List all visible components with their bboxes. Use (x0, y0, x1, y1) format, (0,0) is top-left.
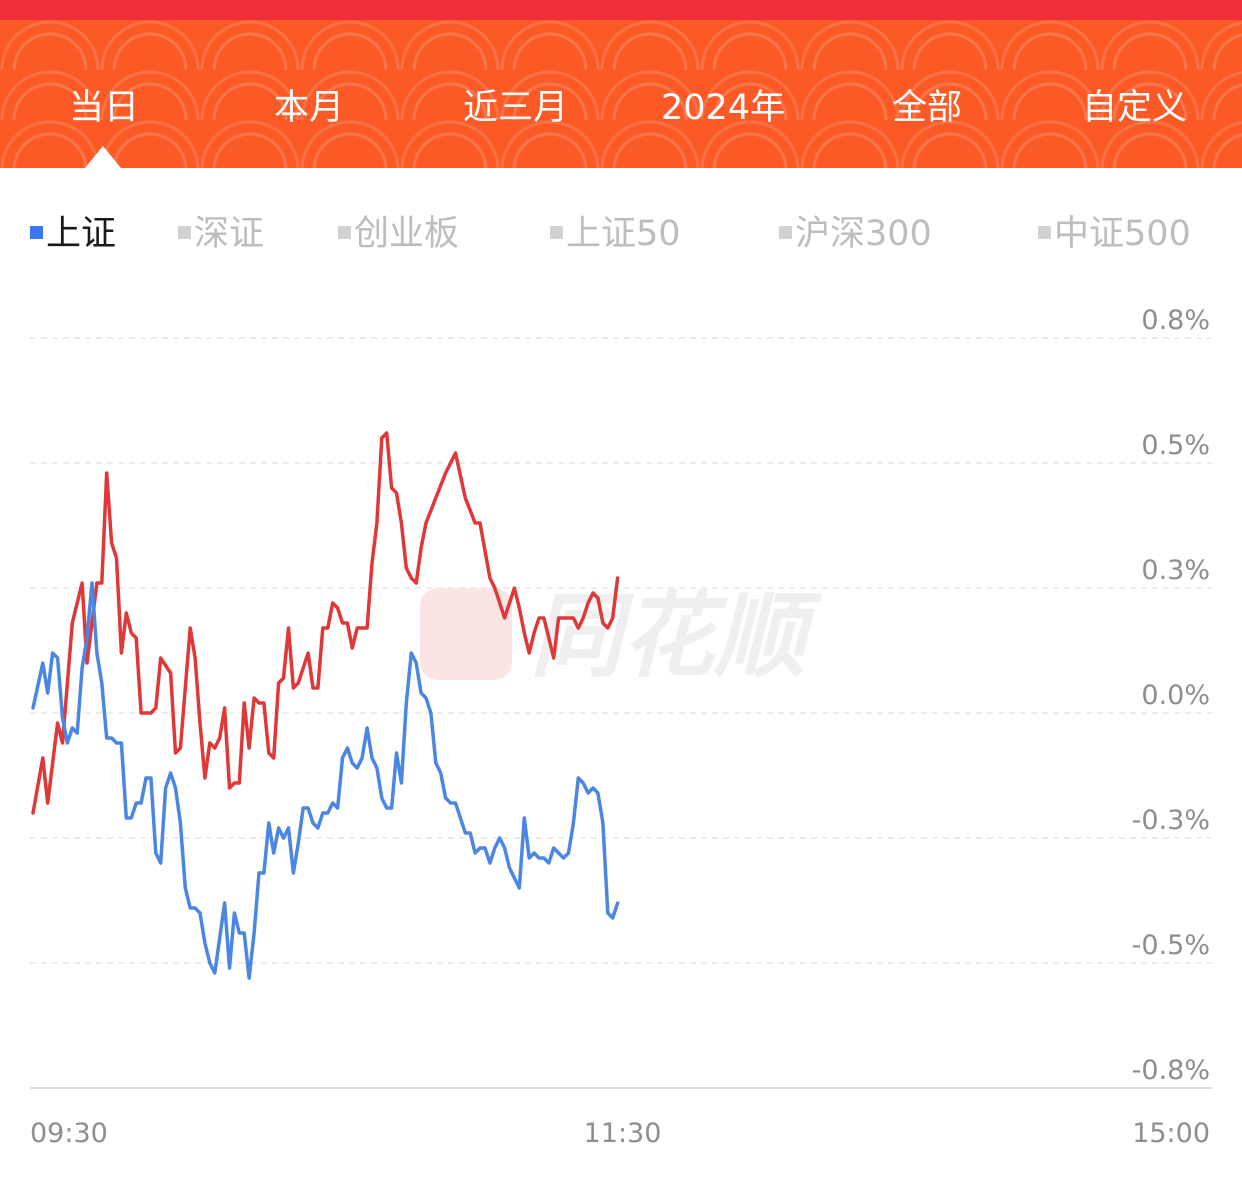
time-range-banner: 当日 本月 近三月 2024年 全部 自定义 (0, 0, 1242, 168)
index-csi300[interactable]: 沪深300 (779, 206, 932, 262)
tab-all[interactable]: 全部 (892, 88, 963, 128)
active-tab-pointer (85, 146, 121, 168)
tab-this-month[interactable]: 本月 (274, 88, 345, 128)
tab-three-months[interactable]: 近三月 (463, 88, 569, 128)
grid-lines (30, 337, 1212, 1089)
index-label: 深证 (194, 214, 265, 254)
intraday-line-chart: 同花顺 0.8% 0.5% 0.3% 0.0% -0.3% -0.5% -0.8% 09:3… (30, 305, 1212, 1149)
x-tick-label: 15:00 (1132, 1118, 1210, 1149)
index-swatch (30, 225, 43, 239)
time-range-tabs: 当日 本月 近三月 2024年 全部 自定义 (0, 80, 1242, 136)
index-label: 创业板 (354, 214, 460, 254)
index-label: 中证500 (1054, 214, 1191, 254)
x-tick-label: 11:30 (584, 1118, 662, 1149)
y-axis-labels: 0.8% 0.5% 0.3% 0.0% -0.3% -0.5% -0.8% (1132, 305, 1210, 1086)
index-sse50[interactable]: 上证50 (550, 206, 681, 262)
watermark-logo-icon (420, 588, 512, 680)
index-csi500[interactable]: 中证500 (1038, 206, 1191, 262)
index-selector: 上证 深证 创业板 上证50 沪深300 中证500 (0, 206, 1242, 262)
watermark-text: 同花顺 (530, 583, 823, 690)
banner-top-strip (0, 0, 1242, 20)
index-shanghai[interactable]: 上证 (30, 206, 116, 262)
index-label: 沪深300 (795, 214, 932, 254)
y-tick-label: 0.3% (1141, 555, 1210, 586)
watermark: 同花顺 (420, 583, 823, 690)
tab-today[interactable]: 当日 (69, 88, 140, 128)
x-axis-labels: 09:30 11:30 15:00 (30, 1118, 1210, 1149)
y-tick-label: -0.5% (1132, 930, 1210, 961)
y-tick-label: -0.8% (1132, 1055, 1210, 1086)
index-swatch (550, 225, 563, 239)
y-tick-label: 0.0% (1141, 680, 1210, 711)
x-tick-label: 09:30 (30, 1118, 108, 1149)
index-swatch (779, 225, 792, 239)
index-swatch (178, 225, 191, 239)
series-line-blue (31, 581, 620, 980)
index-label: 上证50 (566, 214, 681, 254)
y-tick-label: -0.3% (1132, 805, 1210, 836)
index-swatch (1038, 225, 1051, 239)
y-tick-label: 0.8% (1141, 305, 1210, 336)
tab-custom[interactable]: 自定义 (1082, 88, 1188, 128)
index-chinext[interactable]: 创业板 (338, 206, 459, 262)
series-lines (31, 431, 620, 980)
y-tick-label: 0.5% (1141, 430, 1210, 461)
index-shenzhen[interactable]: 深证 (178, 206, 264, 262)
series-line-red (31, 431, 620, 815)
index-label: 上证 (46, 214, 117, 254)
tab-year-2024[interactable]: 2024年 (661, 88, 786, 128)
index-swatch (338, 225, 351, 239)
